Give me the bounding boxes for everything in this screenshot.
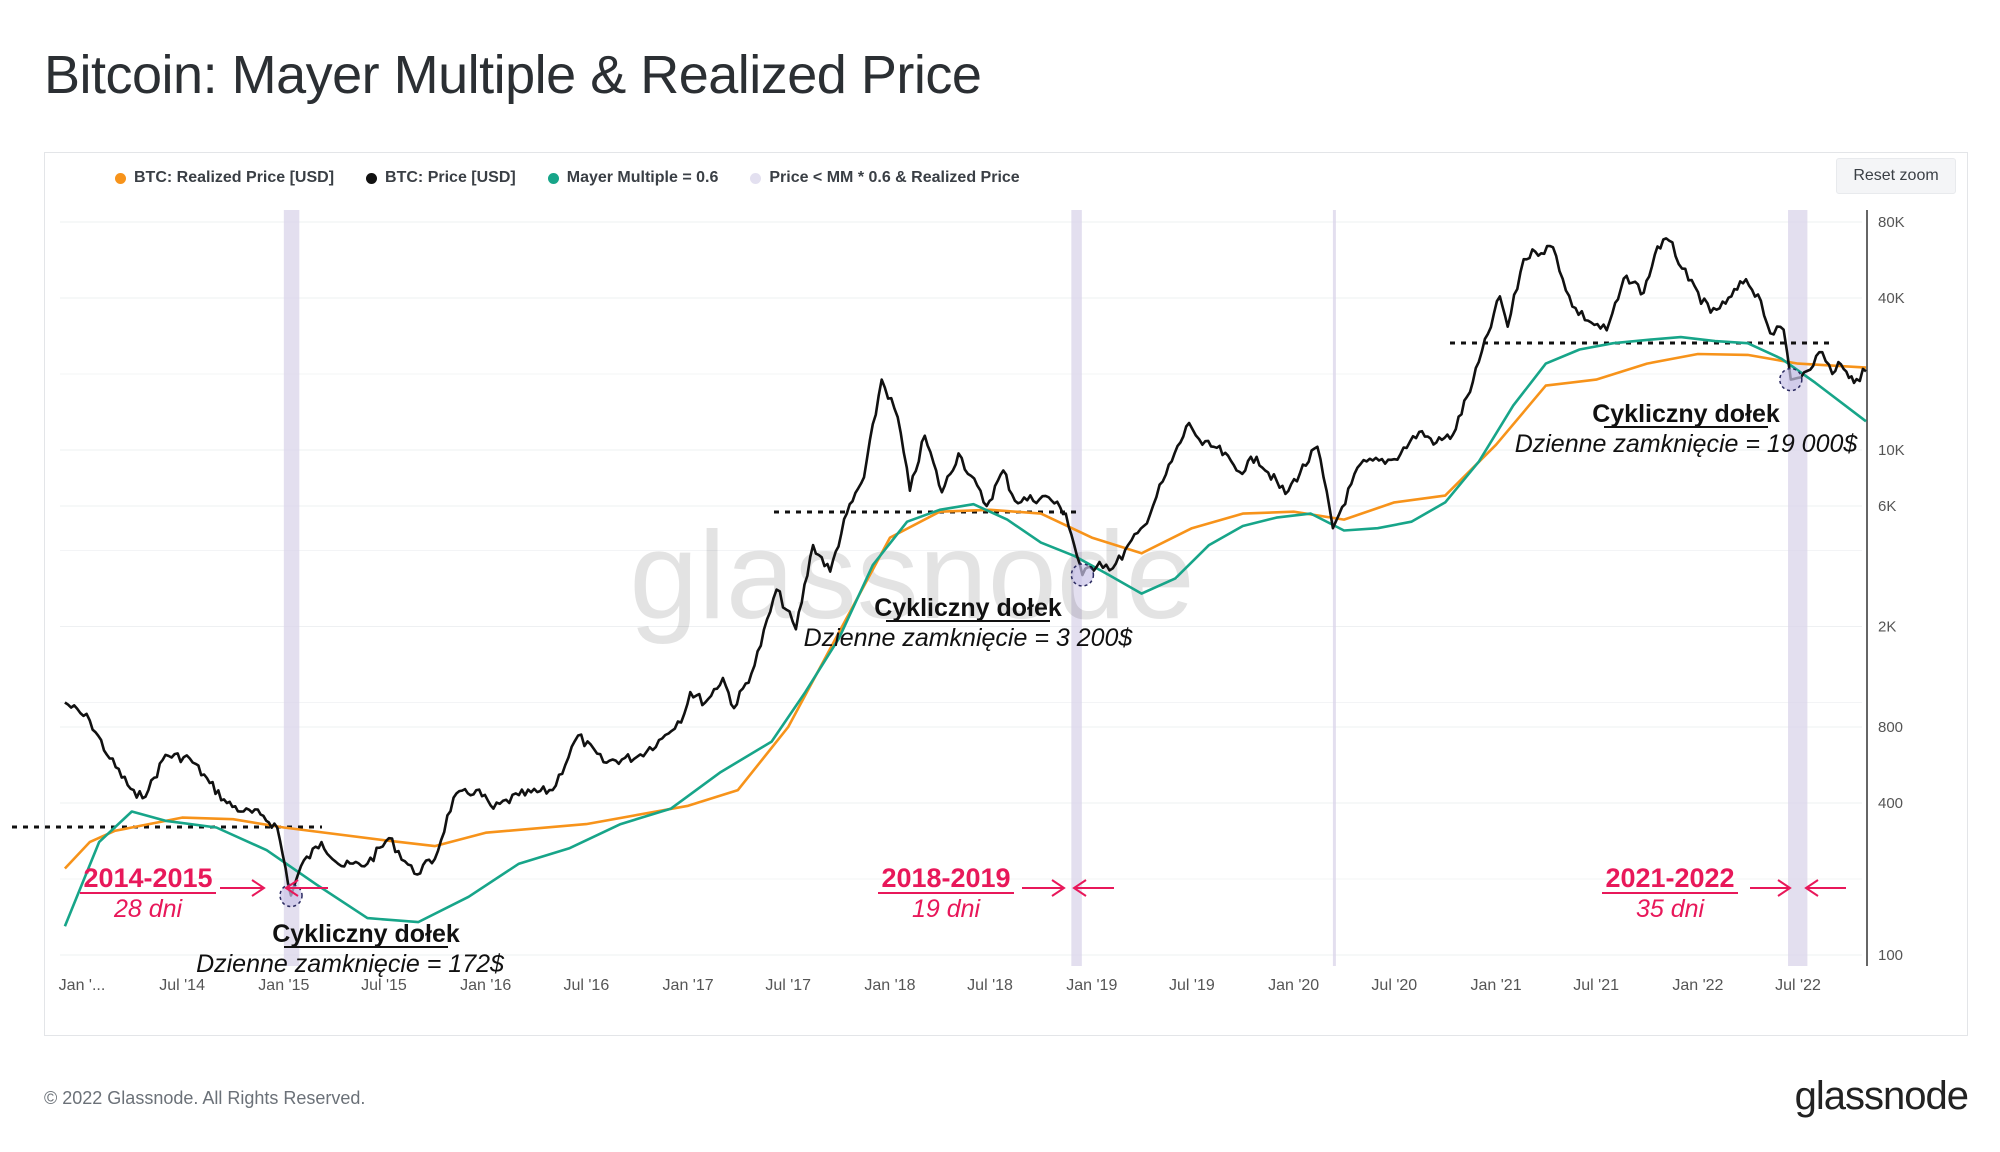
bottom-title: Cykliczny dołek [1592, 400, 1780, 428]
x-tick-label: Jan '... [59, 977, 106, 994]
x-tick-label: Jul '19 [1169, 977, 1215, 994]
period-annotation-2018-2019: 2018-2019 19 dni [878, 863, 1114, 923]
x-tick-label: Jul '21 [1573, 977, 1619, 994]
x-tick-label: Jan '18 [864, 977, 915, 994]
y-tick-label: 2K [1878, 619, 1896, 636]
bottom-text: Dzienne zamknięcie = 3 200$ [804, 624, 1134, 652]
x-axis-ticks: Jan '... Jul '14 Jan '15 Jul '15 Jan '16 Jul … [59, 977, 1821, 994]
bottom-marker-icon [1779, 367, 1803, 392]
legend-label: Price < MM * 0.6 & Realized Price [769, 169, 1020, 186]
period-days: 35 dni [1636, 895, 1706, 923]
shaded-range [1788, 210, 1808, 966]
bottom-text: Dzienne zamknięcie = 19 000$ [1515, 430, 1859, 458]
x-tick-label: Jul '17 [765, 977, 811, 994]
period-days: 19 dni [912, 895, 982, 923]
x-tick-label: Jul '15 [361, 977, 407, 994]
period-label: 2021-2022 [1605, 863, 1734, 893]
reset-zoom-button[interactable]: Reset zoom [1836, 158, 1956, 194]
bottom-title: Cykliczny dołek [272, 920, 460, 948]
y-tick-label: 100 [1878, 947, 1903, 964]
legend-item-mayer-multiple[interactable]: Mayer Multiple = 0.6 [547, 169, 719, 187]
x-tick-label: Jan '16 [460, 977, 511, 994]
bottom-marker-icon [1070, 563, 1095, 587]
x-tick-label: Jul '14 [159, 977, 205, 994]
shaded-range [283, 210, 300, 966]
period-annotation-2021-2022: 2021-2022 35 dni [1602, 863, 1846, 923]
y-tick-label: 80K [1878, 214, 1905, 231]
legend-label: BTC: Price [USD] [385, 169, 516, 186]
x-tick-label: Jan '21 [1471, 977, 1522, 994]
glassnode-logo[interactable]: glassnode [1794, 1074, 1969, 1118]
legend-dot-teal-icon [547, 172, 559, 184]
bottom-markers [279, 367, 1803, 908]
period-annotation-2014-2015: 2014-2015 28 dni [80, 863, 328, 923]
bottom-marker-icon [279, 883, 303, 908]
y-tick-label: 40K [1878, 290, 1905, 307]
legend-item-shaded-condition[interactable]: Price < MM * 0.6 & Realized Price [750, 169, 1020, 187]
copyright-footer: © 2022 Glassnode. All Rights Reserved. [44, 1088, 366, 1108]
chart-legend: BTC: Realized Price [USD] BTC: Price [US… [115, 169, 1020, 187]
series-line-btc-price [64, 237, 1867, 897]
arrow-left-head-icon [1804, 879, 1819, 897]
arrow-right-head-icon [1051, 879, 1066, 897]
period-days: 28 dni [113, 895, 184, 923]
x-tick-label: Jan '20 [1268, 977, 1319, 994]
y-axis-ticks: 80K 40K 10K 6K 2K 800 400 100 [1878, 214, 1905, 964]
shaded-range [1071, 210, 1082, 966]
x-tick-label: Jan '19 [1066, 977, 1117, 994]
x-tick-label: Jul '20 [1371, 977, 1417, 994]
shaded-ranges [283, 210, 1808, 966]
x-tick-label: Jul '16 [563, 977, 609, 994]
legend-item-realized-price[interactable]: BTC: Realized Price [USD] [115, 169, 334, 187]
period-label: 2014-2015 [83, 863, 212, 893]
legend-dot-lavender-icon [750, 172, 762, 184]
page-title: Bitcoin: Mayer Multiple & Realized Price [44, 45, 982, 105]
legend-dot-black-icon [366, 172, 378, 184]
x-tick-label: Jul '18 [967, 977, 1013, 994]
y-tick-label: 800 [1878, 719, 1903, 736]
chart-panel [44, 152, 1968, 1036]
bottom-annotation-1: Cykliczny dołek Dzienne zamknięcie = 172… [196, 920, 505, 978]
x-tick-label: Jan '22 [1672, 977, 1723, 994]
arrow-right-head-icon [1777, 879, 1792, 897]
arrow-left-head-icon [284, 879, 299, 897]
arrow-left-head-icon [1072, 879, 1087, 897]
x-tick-label: Jan '15 [258, 977, 309, 994]
series-lines [63, 237, 1867, 927]
legend-label: Mayer Multiple = 0.6 [566, 169, 719, 186]
x-tick-label: Jan '17 [663, 977, 714, 994]
bottom-text: Dzienne zamknięcie = 172$ [196, 950, 505, 978]
bottom-annotation-2: Cykliczny dołek Dzienne zamknięcie = 3 2… [804, 594, 1134, 652]
arrow-right-head-icon [251, 879, 266, 897]
legend-item-btc-price[interactable]: BTC: Price [USD] [366, 169, 516, 187]
legend-label: BTC: Realized Price [USD] [134, 169, 335, 186]
series-line-realized-price [63, 352, 1867, 870]
y-tick-label: 400 [1878, 795, 1903, 812]
bottom-annotation-3: Cykliczny dołek Dzienne zamknięcie = 19 … [1515, 400, 1859, 458]
y-tick-label: 6K [1878, 498, 1896, 515]
period-label: 2018-2019 [881, 863, 1010, 893]
bottom-title: Cykliczny dołek [874, 594, 1062, 622]
shaded-range [1332, 210, 1336, 966]
x-tick-label: Jul '22 [1775, 977, 1821, 994]
legend-dot-orange-icon [115, 172, 126, 184]
series-line-mayer-multiple [63, 335, 1867, 927]
y-tick-label: 10K [1878, 442, 1905, 459]
